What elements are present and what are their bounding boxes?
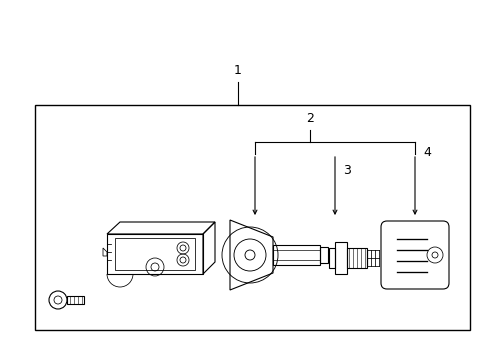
- Bar: [35, 105, 469, 330]
- Text: 2: 2: [305, 112, 313, 125]
- Text: 4: 4: [422, 145, 430, 158]
- Text: 3: 3: [342, 163, 350, 176]
- Text: 1: 1: [234, 63, 242, 77]
